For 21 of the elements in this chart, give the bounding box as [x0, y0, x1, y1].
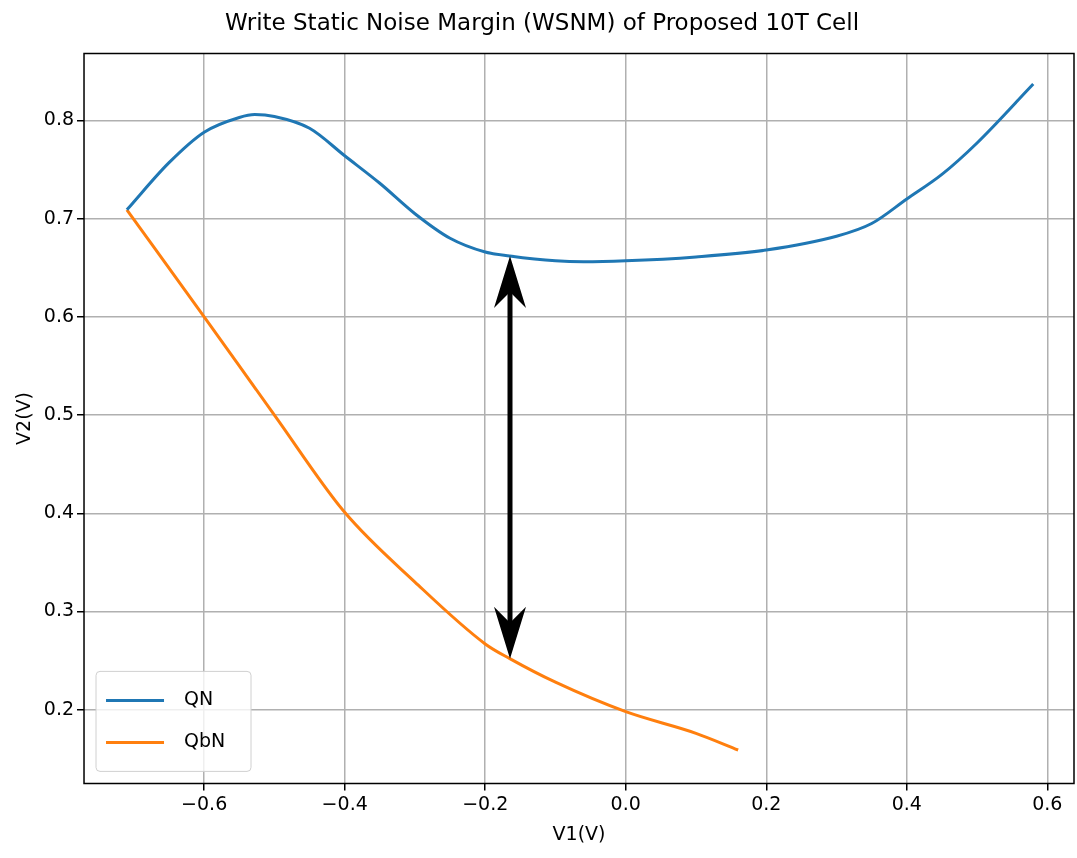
x-tick-label: 0.0 [610, 791, 641, 814]
y-tick-label: 0.5 [43, 402, 75, 424]
line-series [125, 82, 1035, 264]
legend-label: QbN [184, 729, 226, 752]
x-tick-label: 0.6 [1032, 791, 1063, 814]
legend-label: QN [184, 687, 214, 710]
y-tick-label: 0.3 [43, 598, 75, 621]
x-tick-label: −0.4 [321, 791, 368, 814]
x-tick-label: 0.2 [751, 791, 782, 814]
y-tick-label: 0.7 [43, 205, 75, 228]
x-tick-label: −0.6 [181, 791, 228, 814]
y-tick-label: 0.6 [43, 303, 75, 326]
x-tick-label: −0.2 [462, 791, 509, 814]
y-tick-label: 0.2 [43, 696, 75, 719]
chart-title: Write Static Noise Margin (WSNM) of Proposed 10T Cell [224, 8, 860, 35]
y-axis-title: V2(V) [12, 392, 35, 445]
line-series [125, 208, 740, 752]
x-axis-title: V1(V) [552, 821, 606, 844]
y-tick-label: 0.4 [43, 500, 75, 523]
x-tick-label: 0.4 [891, 791, 922, 814]
y-tick-label: 0.8 [43, 107, 75, 130]
